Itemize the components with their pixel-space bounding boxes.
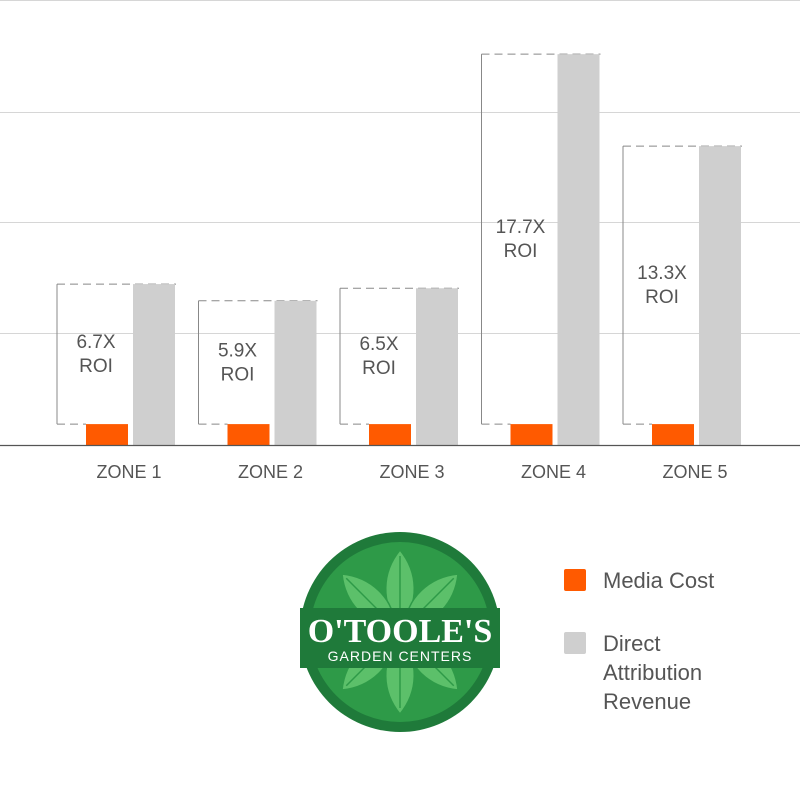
tick-label-zone-3: ZONE 3 [379, 462, 444, 482]
otooles-logo: O'TOOLE'S GARDEN CENTERS [300, 532, 500, 732]
bar-revenue-zone-5 [699, 146, 741, 445]
roi-label-zone-2-value: 5.9X [218, 340, 257, 361]
bar-revenue-zone-1 [133, 284, 175, 445]
bar-media-cost-zone-1 [86, 424, 128, 445]
logo-subtitle: GARDEN CENTERS [328, 648, 473, 664]
legend: Media Cost Direct Attribution Revenue [564, 566, 784, 750]
roi-bar-chart: 6.7X ROI ZONE 1 5.9X ROI ZONE 2 6.5X ROI ZONE 3 1… [0, 0, 800, 482]
legend-label-revenue: Direct Attribution Revenue [603, 631, 703, 714]
roi-label-zone-5-unit: ROI [645, 287, 679, 308]
legend-swatch-media-cost [564, 569, 586, 591]
bar-revenue-zone-4 [557, 54, 600, 446]
legend-item-revenue: Direct Attribution Revenue [564, 629, 784, 716]
legend-label-media-cost: Media Cost [603, 568, 715, 593]
roi-label-zone-2-unit: ROI [221, 364, 255, 385]
legend-swatch-revenue [564, 632, 586, 654]
roi-label-zone-1-value: 6.7X [76, 332, 115, 353]
bar-media-cost-zone-5 [652, 424, 694, 445]
logo-name: O'TOOLE'S [308, 613, 493, 650]
bar-media-cost-zone-4 [510, 424, 553, 445]
roi-label-zone-5-value: 13.3X [637, 263, 687, 284]
tick-label-zone-4: ZONE 4 [521, 462, 586, 482]
tick-label-zone-5: ZONE 5 [662, 462, 727, 482]
roi-label-zone-1-unit: ROI [79, 356, 113, 377]
legend-item-media-cost: Media Cost [564, 566, 784, 595]
logo-name-band [300, 608, 500, 668]
tick-label-zone-1: ZONE 1 [96, 462, 161, 482]
bar-media-cost-zone-2 [227, 424, 270, 445]
roi-label-zone-4-unit: ROI [504, 241, 538, 262]
tick-label-zone-2: ZONE 2 [238, 462, 303, 482]
roi-label-zone-3-unit: ROI [362, 358, 396, 379]
bar-revenue-zone-2 [274, 300, 317, 445]
roi-label-zone-4-value: 17.7X [496, 217, 546, 238]
roi-label-zone-3-value: 6.5X [359, 334, 398, 355]
bar-media-cost-zone-3 [369, 424, 411, 445]
bar-revenue-zone-3 [416, 288, 458, 445]
